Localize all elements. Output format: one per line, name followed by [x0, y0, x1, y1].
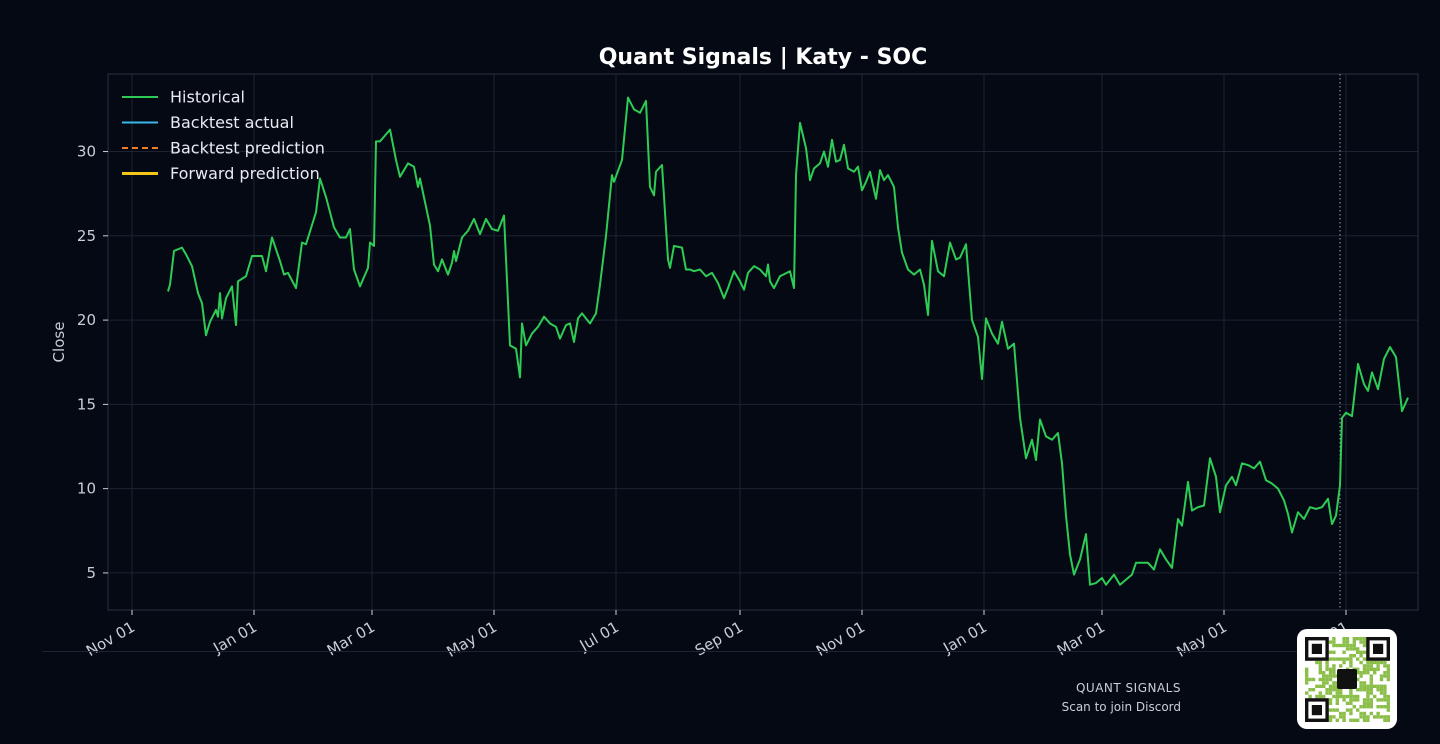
x-tick-label: May 01	[443, 618, 500, 661]
x-tick-label: May 01	[1173, 618, 1230, 661]
y-axis-label: Close	[50, 322, 68, 363]
series-line-historical	[167, 96, 1409, 586]
footer-tagline: Scan to join Discord	[1061, 700, 1181, 714]
chart-title: Quant Signals | Katy - SOC	[599, 45, 928, 70]
legend-label: Backtest actual	[170, 113, 294, 132]
legend: Historical Backtest actual Backtest predic…	[122, 88, 325, 183]
footer-brand: QUANT SIGNALS	[1075, 681, 1181, 695]
x-tick-label: Mar 01	[324, 618, 378, 660]
y-tick-label: 20	[77, 311, 96, 329]
legend-label: Historical	[170, 88, 245, 107]
y-tick-label: 25	[77, 227, 96, 245]
y-tick-label: 5	[86, 564, 96, 582]
footer-divider	[42, 651, 1302, 652]
x-tick-label: Mar 01	[1054, 618, 1108, 660]
y-tick-label: 15	[77, 395, 96, 413]
legend-label: Forward prediction	[170, 164, 320, 183]
x-tick-label: Sep 01	[692, 618, 746, 660]
x-tick-label: Jul 01	[576, 618, 622, 655]
x-tick-label: Nov 01	[83, 618, 138, 660]
series-layer	[167, 74, 1409, 610]
y-tick-label: 30	[77, 143, 96, 161]
qr-code-icon[interactable]	[1297, 629, 1397, 729]
y-tick-label: 10	[77, 480, 96, 498]
plot-frame	[107, 73, 1419, 611]
legend-label: Backtest prediction	[170, 139, 325, 158]
x-tick-label: Nov 01	[813, 618, 868, 660]
